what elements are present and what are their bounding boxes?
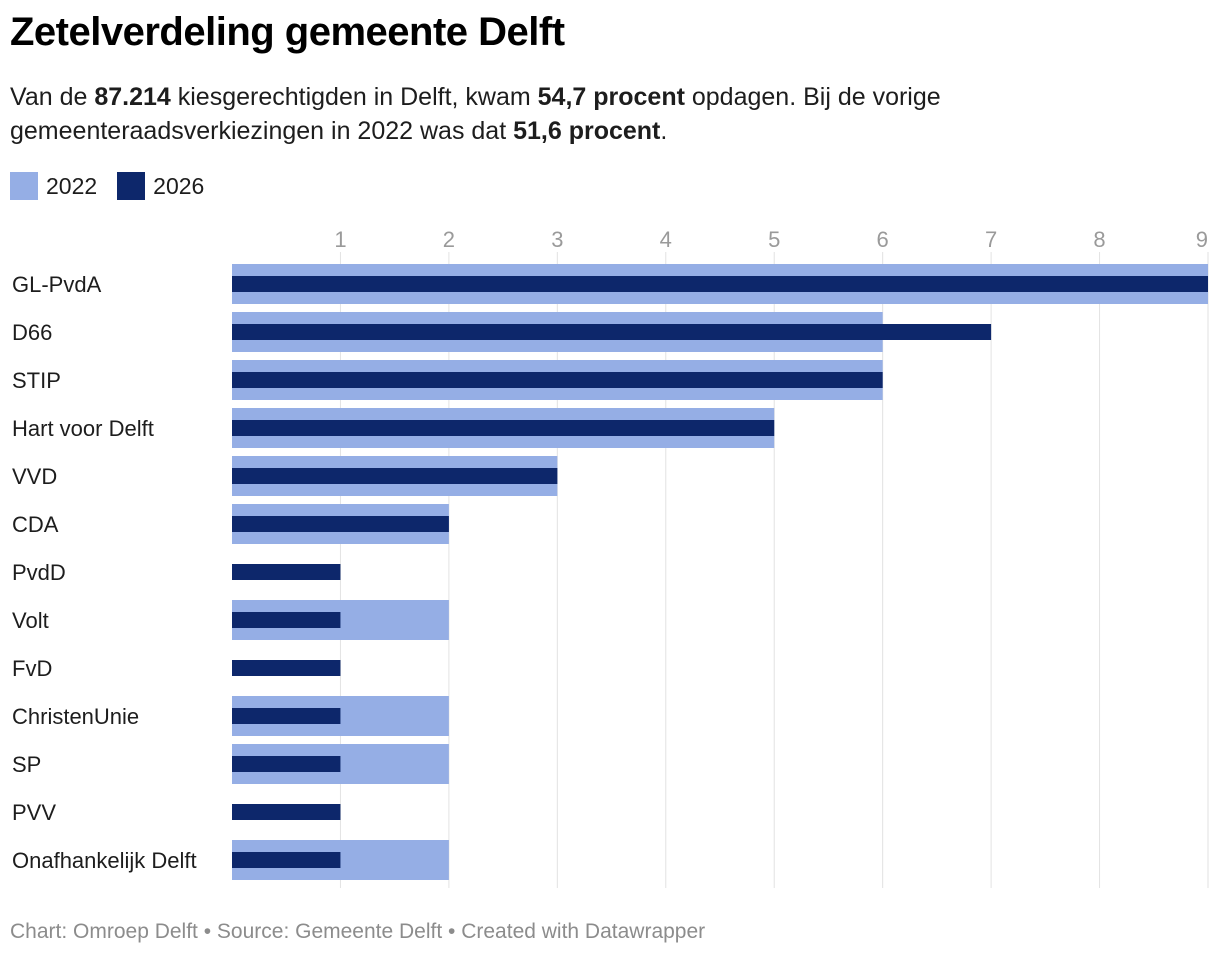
legend-item-2022: 2022 xyxy=(10,172,97,200)
bar-2026 xyxy=(232,372,883,388)
category-label: Hart voor Delft xyxy=(12,416,154,441)
legend-swatch-2026 xyxy=(117,172,146,200)
legend-label-2022: 2022 xyxy=(46,172,98,199)
bar-2026 xyxy=(232,420,775,436)
legend-label-2026: 2026 xyxy=(153,172,205,199)
chart-title: Zetelverdeling gemeente Delft xyxy=(10,10,565,54)
category-label: SP xyxy=(12,752,41,777)
chart-description: Van de 87.214 kiesgerechtigden in Delft,… xyxy=(10,83,941,145)
category-label: ChristenUnie xyxy=(12,704,139,729)
bar-chart: 1 2 3 4 5 6 7 8 9 GL-PvdA D66 STIP Hart voor Delft VV… xyxy=(12,227,1209,888)
x-tick-label: 5 xyxy=(768,227,780,252)
turnout-2026: 54,7 procent xyxy=(537,83,685,111)
bar-2026 xyxy=(232,468,558,484)
bar-2026 xyxy=(232,564,341,580)
category-label: GL-PvdA xyxy=(12,272,102,297)
turnout-2022: 51,6 procent xyxy=(513,117,661,145)
x-tick-label: 3 xyxy=(551,227,563,252)
category-label: CDA xyxy=(12,512,59,537)
category-label: STIP xyxy=(12,368,61,393)
legend-item-2026: 2026 xyxy=(117,172,204,200)
x-tick-label: 2 xyxy=(443,227,455,252)
category-label: FvD xyxy=(12,656,52,681)
bar-2026 xyxy=(232,708,341,724)
bar-2026 xyxy=(232,324,992,340)
x-tick-label: 8 xyxy=(1093,227,1105,252)
legend-swatch-2022 xyxy=(10,172,38,200)
eligible-voters-count: 87.214 xyxy=(94,83,171,111)
category-label: D66 xyxy=(12,320,52,345)
x-tick-label: 4 xyxy=(660,227,672,252)
x-tick-label: 7 xyxy=(985,227,997,252)
bar-2026 xyxy=(232,276,1208,292)
chart-legend: 2022 2026 xyxy=(10,172,224,200)
category-label: PVV xyxy=(12,800,56,825)
bar-2026 xyxy=(232,516,449,532)
category-label: PvdD xyxy=(12,560,66,585)
category-label: Onafhankelijk Delft xyxy=(12,848,197,873)
chart-footer: Chart: Omroep Delft • Source: Gemeente D… xyxy=(10,920,706,943)
x-tick-label: 9 xyxy=(1196,227,1208,252)
bar-2026 xyxy=(232,660,341,676)
category-label: VVD xyxy=(12,464,57,489)
bar-2026 xyxy=(232,756,341,772)
bar-2026 xyxy=(232,852,341,868)
x-tick-label: 6 xyxy=(877,227,889,252)
bar-2026 xyxy=(232,804,341,820)
bar-2026 xyxy=(232,612,341,628)
x-tick-label: 1 xyxy=(334,227,346,252)
category-label: Volt xyxy=(12,608,49,633)
